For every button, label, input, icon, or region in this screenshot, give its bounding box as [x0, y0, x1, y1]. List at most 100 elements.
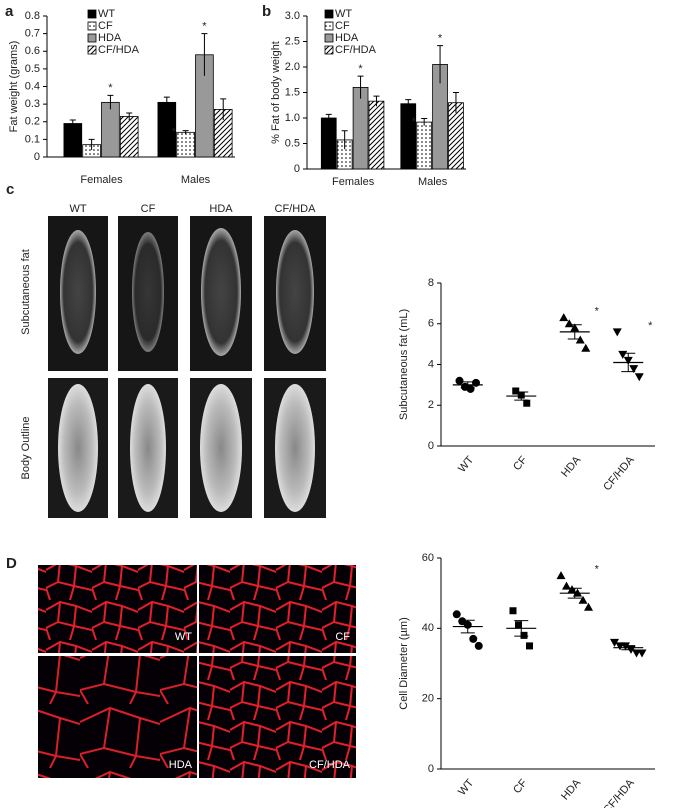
mri-body: [130, 384, 166, 512]
significance-marker: *: [412, 116, 417, 128]
x-tick-label: Males: [418, 176, 448, 188]
y-tick-label: 0.5: [25, 63, 40, 75]
x-tick-label: WT: [456, 454, 476, 475]
bar: [368, 100, 385, 170]
mri-body: [132, 232, 164, 352]
data-point: [629, 365, 639, 374]
mri-panel: c WT CF HDA CF/HDA Subcutaneous fat Body…: [6, 181, 326, 518]
micrograph: [199, 656, 356, 778]
y-axis-title: Cell Diameter (µm): [398, 617, 410, 710]
error-bar: [460, 619, 475, 634]
y-tick-label: 0.6: [25, 45, 40, 57]
bar: [176, 131, 195, 158]
error-bar: [341, 130, 348, 150]
bar: [416, 121, 433, 170]
legend-swatch: [87, 21, 97, 31]
y-tick-label: 0.2: [25, 116, 40, 128]
micrograph-panel: D WT CF HDA CF/HDA: [6, 555, 356, 778]
mri-body: [201, 228, 241, 356]
mri-images: [48, 216, 326, 518]
bar: [101, 101, 120, 158]
significance-marker: *: [108, 82, 113, 94]
data-point: [452, 610, 461, 619]
data-point: [520, 631, 528, 639]
error-bar: [69, 119, 76, 128]
panel-label: b: [262, 3, 271, 20]
data-point: [469, 634, 478, 643]
error-bar: [163, 96, 170, 108]
x-tick-label: WT: [456, 777, 476, 798]
data-point: [509, 607, 517, 615]
y-tick-label: 0: [428, 440, 434, 452]
x-tick-label: Females: [332, 176, 375, 188]
bar: [352, 87, 369, 170]
data-point: [472, 378, 480, 387]
legend-label: CF: [335, 20, 350, 32]
y-tick-label: 1.0: [285, 112, 300, 124]
legend-swatch: [324, 9, 334, 19]
error-bar: [452, 92, 459, 113]
micrograph: [38, 565, 197, 653]
legend-label: HDA: [98, 32, 122, 44]
legend-swatch: [324, 33, 334, 43]
legend-label: HDA: [335, 32, 359, 44]
legend-label: CF: [98, 20, 113, 32]
y-tick-label: 0: [428, 763, 434, 775]
significance-marker: *: [648, 320, 653, 332]
x-tick-label: Males: [181, 174, 211, 186]
image-row-label: Subcutaneous fat: [20, 249, 32, 335]
panel-label: a: [5, 3, 14, 20]
y-tick-label: 0.5: [285, 137, 300, 149]
bar: [119, 116, 139, 158]
y-tick-label: 20: [422, 693, 434, 705]
y-tick-label: 40: [422, 622, 434, 634]
error-bar: [567, 324, 582, 340]
data-point: [515, 621, 522, 629]
error-bar: [621, 645, 636, 651]
y-axis-title: % Fat of body weight: [270, 41, 282, 144]
y-tick-label: 1.5: [285, 86, 300, 98]
y-tick-label: 2.5: [285, 35, 300, 47]
y-axis-title: Fat weight (grams): [8, 41, 20, 133]
data-point: [581, 343, 591, 352]
x-tick-label: Females: [80, 174, 123, 186]
legend-label: WT: [335, 8, 352, 20]
bar: [63, 123, 83, 158]
image-column-label: WT: [69, 203, 86, 215]
x-tick-label: HDA: [559, 454, 584, 480]
micrograph-label: CF: [335, 631, 350, 643]
significance-marker: *: [358, 63, 363, 75]
image-row-label: Body Outline: [20, 417, 32, 480]
data-point: [559, 313, 569, 322]
data-point: [578, 595, 588, 604]
data-point: [637, 649, 647, 658]
data-point: [474, 641, 483, 650]
data-point: [466, 384, 475, 393]
data-point: [584, 602, 593, 611]
panel-label: c: [6, 181, 14, 198]
data-point: [612, 328, 622, 337]
error-bar: [201, 33, 208, 76]
data-point: [634, 373, 644, 382]
error-bar: [373, 95, 380, 107]
y-tick-label: 6: [428, 318, 434, 330]
y-tick-label: 2.0: [285, 61, 300, 73]
error-bar: [182, 130, 189, 135]
error-bar: [126, 112, 133, 120]
data-point: [556, 571, 566, 580]
legend-swatch: [324, 21, 334, 31]
legend-swatch: [324, 45, 334, 55]
y-tick-label: 0: [294, 163, 300, 175]
micrograph: [38, 656, 197, 778]
error-bar: [325, 113, 332, 122]
y-tick-label: 0.3: [25, 98, 40, 110]
mri-body: [58, 384, 98, 512]
data-point: [526, 642, 533, 650]
bar: [320, 117, 337, 170]
y-tick-label: 0: [34, 151, 40, 163]
y-tick-label: 8: [428, 277, 434, 289]
error-bar: [220, 98, 227, 120]
y-tick-label: 4: [428, 358, 434, 370]
panel-label: D: [6, 555, 17, 572]
